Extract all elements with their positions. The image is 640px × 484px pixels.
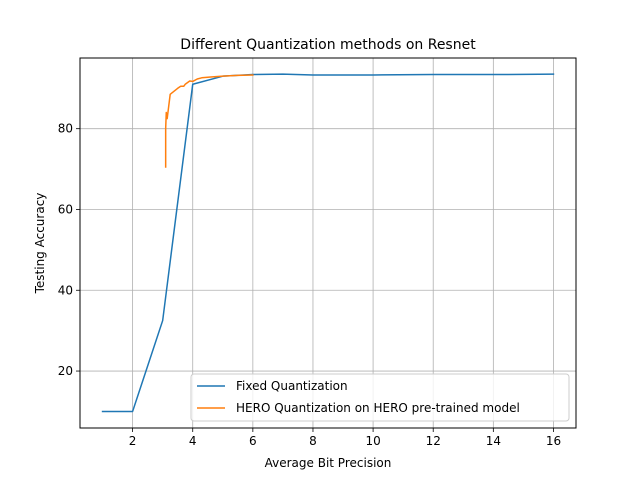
y-tick-label: 80	[58, 122, 73, 136]
series-lines	[101, 73, 555, 413]
grid	[80, 58, 576, 428]
legend-label-hero-quantization: HERO Quantization on HERO pre-trained mo…	[236, 401, 520, 415]
y-tick-label: 60	[58, 202, 73, 216]
legend: Fixed Quantization HERO Quantization on …	[190, 373, 570, 422]
x-tick-label: 12	[426, 434, 441, 448]
x-tick-label: 16	[546, 434, 561, 448]
legend-box	[190, 373, 570, 422]
series-line-0	[101, 73, 555, 413]
series-line-1	[164, 74, 254, 168]
chart-title: Different Quantization methods on Resnet	[180, 37, 476, 53]
axis-ticks: 2 4 6 8 10 12 14 16 20 40 60 80	[58, 122, 561, 448]
y-tick-label: 20	[58, 364, 73, 378]
legend-label-fixed-quantization: Fixed Quantization	[236, 379, 348, 393]
x-axis-label: Average Bit Precision	[265, 456, 392, 470]
x-tick-label: 14	[486, 434, 501, 448]
x-tick-label: 10	[365, 434, 380, 448]
x-tick-label: 4	[189, 434, 197, 448]
y-axis-label: Testing Accuracy	[33, 193, 47, 295]
x-tick-label: 6	[249, 434, 257, 448]
plot-frame	[79, 57, 577, 429]
y-tick-label: 40	[58, 283, 73, 297]
x-tick-label: 8	[309, 434, 317, 448]
x-tick-label: 2	[129, 434, 137, 448]
